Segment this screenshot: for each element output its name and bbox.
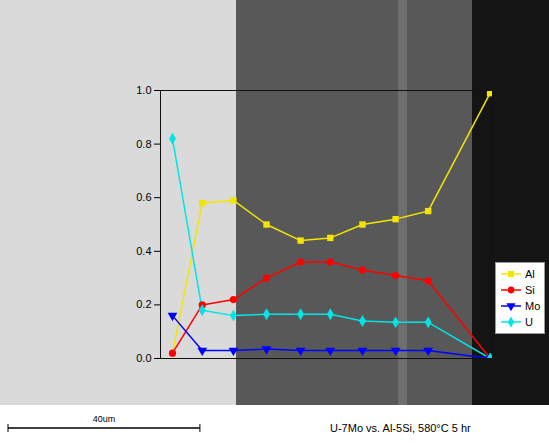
svg-text:0.8: 0.8 xyxy=(136,138,151,150)
svg-text:0.0: 0.0 xyxy=(136,352,151,364)
html-text:Al: Al xyxy=(525,268,535,280)
svg-text:0.6: 0.6 xyxy=(136,191,151,203)
html-text:Si: Si xyxy=(525,284,535,296)
svg-text:U-7Mo vs. Al-5Si, 580°C 5 hr: U-7Mo vs. Al-5Si, 580°C 5 hr xyxy=(330,422,471,434)
html-text:U: U xyxy=(525,316,533,328)
html-text:Mo: Mo xyxy=(525,300,541,312)
svg-text:0.4: 0.4 xyxy=(136,245,151,257)
svg-text:40um: 40um xyxy=(93,414,116,424)
svg-text:0.2: 0.2 xyxy=(136,298,151,310)
svg-text:1.0: 1.0 xyxy=(136,84,151,96)
